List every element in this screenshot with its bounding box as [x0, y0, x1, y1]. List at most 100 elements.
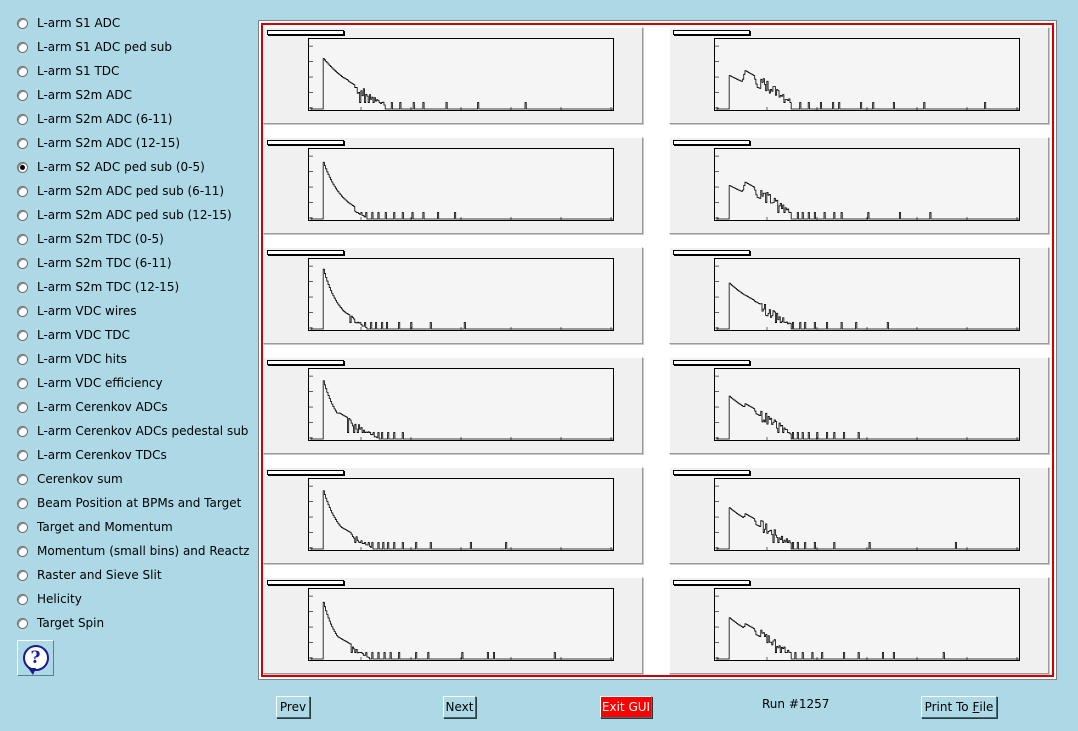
- histogram-canvas: [258, 20, 1057, 680]
- sidebar-radio-label: L-arm S1 ADC ped sub: [37, 40, 172, 54]
- histogram-plot-area: [714, 38, 1020, 111]
- radio-unselected-icon[interactable]: [17, 521, 28, 533]
- sidebar-radio-item[interactable]: L-arm VDC hits: [17, 349, 127, 369]
- sidebar-radio-item[interactable]: L-arm S2m ADC (12-15): [17, 133, 180, 153]
- radio-unselected-icon[interactable]: [17, 353, 28, 365]
- radio-unselected-icon[interactable]: [17, 185, 28, 197]
- histogram-plot-area: [714, 368, 1020, 441]
- sidebar-radio-label: L-arm S2m TDC (12-15): [37, 280, 180, 294]
- sidebar-radio-item[interactable]: L-arm S1 ADC: [17, 13, 120, 33]
- radio-unselected-icon[interactable]: [17, 569, 28, 581]
- radio-unselected-icon[interactable]: [17, 113, 28, 125]
- sidebar-radio-item[interactable]: Momentum (small bins) and Reactz: [17, 541, 249, 561]
- histogram-title-box: [267, 140, 344, 145]
- sidebar-radio-label: L-arm VDC wires: [37, 304, 137, 318]
- sidebar-radio-label: Momentum (small bins) and Reactz: [37, 544, 250, 558]
- sidebar-radio-item[interactable]: L-arm S2m ADC ped sub (6-11): [17, 181, 224, 201]
- histogram-title-box: [673, 250, 750, 255]
- sidebar-radio-item[interactable]: L-arm Cerenkov ADCs pedestal sub: [17, 421, 248, 441]
- question-mark-icon: ?: [22, 645, 49, 675]
- sidebar-radio-label: L-arm Cerenkov TDCs: [37, 448, 167, 462]
- sidebar-radio-item[interactable]: Target Spin: [17, 613, 104, 633]
- sidebar-radio-label: L-arm VDC efficiency: [37, 376, 163, 390]
- radio-unselected-icon[interactable]: [17, 257, 28, 269]
- histogram-pad: [669, 27, 1049, 124]
- radio-unselected-icon[interactable]: [17, 617, 28, 629]
- sidebar-radio-item[interactable]: L-arm S2m ADC: [17, 85, 132, 105]
- sidebar-radio-item[interactable]: L-arm S1 ADC ped sub: [17, 37, 172, 57]
- histogram-svg: [309, 265, 613, 330]
- histogram-svg: [715, 155, 1019, 220]
- sidebar-radio-item[interactable]: L-arm VDC wires: [17, 301, 136, 321]
- next-button[interactable]: Next: [443, 696, 476, 718]
- prev-button[interactable]: Prev: [276, 696, 310, 718]
- radio-unselected-icon[interactable]: [17, 137, 28, 149]
- sidebar-radio-item[interactable]: L-arm S2m TDC (0-5): [17, 229, 164, 249]
- print-label-prefix: Print To: [924, 700, 973, 714]
- sidebar-radio-item[interactable]: L-arm S2m TDC (6-11): [17, 253, 172, 273]
- sidebar-radio-label: L-arm S2m ADC ped sub (12-15): [37, 208, 232, 222]
- sidebar-radio-label: Target and Momentum: [37, 520, 173, 534]
- sidebar-radio-item[interactable]: Target and Momentum: [17, 517, 173, 537]
- sidebar-radio-item[interactable]: L-arm S1 TDC: [17, 61, 119, 81]
- sidebar-radio-item[interactable]: Helicity: [17, 589, 82, 609]
- sidebar-radio-label: Cerenkov sum: [37, 472, 123, 486]
- sidebar-radio-label: L-arm VDC TDC: [37, 328, 130, 342]
- canvas-border: [261, 23, 1054, 677]
- radio-selected-icon[interactable]: [17, 161, 28, 173]
- sidebar-radio-item[interactable]: Raster and Sieve Slit: [17, 565, 162, 585]
- radio-unselected-icon[interactable]: [17, 593, 28, 605]
- sidebar-radio-item[interactable]: L-arm VDC efficiency: [17, 373, 163, 393]
- histogram-title-box: [673, 140, 750, 145]
- radio-unselected-icon[interactable]: [17, 401, 28, 413]
- radio-unselected-icon[interactable]: [17, 377, 28, 389]
- radio-unselected-icon[interactable]: [17, 473, 28, 485]
- radio-unselected-icon[interactable]: [17, 305, 28, 317]
- histogram-title-box: [267, 580, 344, 585]
- radio-unselected-icon[interactable]: [17, 449, 28, 461]
- radio-unselected-icon[interactable]: [17, 329, 28, 341]
- sidebar-radio-item[interactable]: Cerenkov sum: [17, 469, 123, 489]
- sidebar-radio-label: L-arm Cerenkov ADCs: [37, 400, 168, 414]
- histogram-svg: [309, 45, 613, 110]
- exit-gui-button[interactable]: Exit GUI: [600, 696, 652, 718]
- histogram-pad: [669, 137, 1049, 234]
- histogram-plot-area: [714, 588, 1020, 661]
- radio-unselected-icon[interactable]: [17, 41, 28, 53]
- sidebar-radio-item[interactable]: L-arm VDC TDC: [17, 325, 130, 345]
- histogram-pad: [669, 357, 1049, 454]
- histogram-plot-area: [308, 258, 614, 331]
- radio-unselected-icon[interactable]: [17, 89, 28, 101]
- help-button[interactable]: ?: [17, 640, 54, 676]
- radio-unselected-icon[interactable]: [17, 233, 28, 245]
- histogram-svg: [309, 595, 613, 660]
- sidebar-radio-item[interactable]: L-arm S2m ADC ped sub (12-15): [17, 205, 232, 225]
- histogram-pad: [669, 247, 1049, 344]
- sidebar-radio-item[interactable]: L-arm Cerenkov ADCs: [17, 397, 168, 417]
- histogram-pad: [263, 467, 643, 564]
- radio-unselected-icon[interactable]: [17, 209, 28, 221]
- histogram-title-box: [673, 580, 750, 585]
- histogram-series: [717, 282, 1019, 330]
- histogram-plot-area: [308, 368, 614, 441]
- radio-unselected-icon[interactable]: [17, 65, 28, 77]
- histogram-plot-area: [714, 148, 1020, 221]
- sidebar-radio-item[interactable]: L-arm S2m ADC (6-11): [17, 109, 172, 129]
- radio-unselected-icon[interactable]: [17, 281, 28, 293]
- sidebar-radio-item[interactable]: L-arm S2 ADC ped sub (0-5): [17, 157, 205, 177]
- sidebar-radio-item[interactable]: L-arm Cerenkov TDCs: [17, 445, 167, 465]
- histogram-svg: [715, 595, 1019, 660]
- sidebar-radio-item[interactable]: L-arm S2m TDC (12-15): [17, 277, 179, 297]
- sidebar-radio-item[interactable]: Beam Position at BPMs and Target: [17, 493, 241, 513]
- histogram-series: [717, 617, 1019, 660]
- radio-unselected-icon[interactable]: [17, 425, 28, 437]
- histogram-svg: [715, 375, 1019, 440]
- radio-unselected-icon[interactable]: [17, 545, 28, 557]
- radio-unselected-icon[interactable]: [17, 497, 28, 509]
- histogram-pad: [263, 357, 643, 454]
- radio-unselected-icon[interactable]: [17, 17, 28, 29]
- histogram-pad: [263, 137, 643, 234]
- histogram-title-box: [673, 470, 750, 475]
- histogram-series: [311, 161, 613, 220]
